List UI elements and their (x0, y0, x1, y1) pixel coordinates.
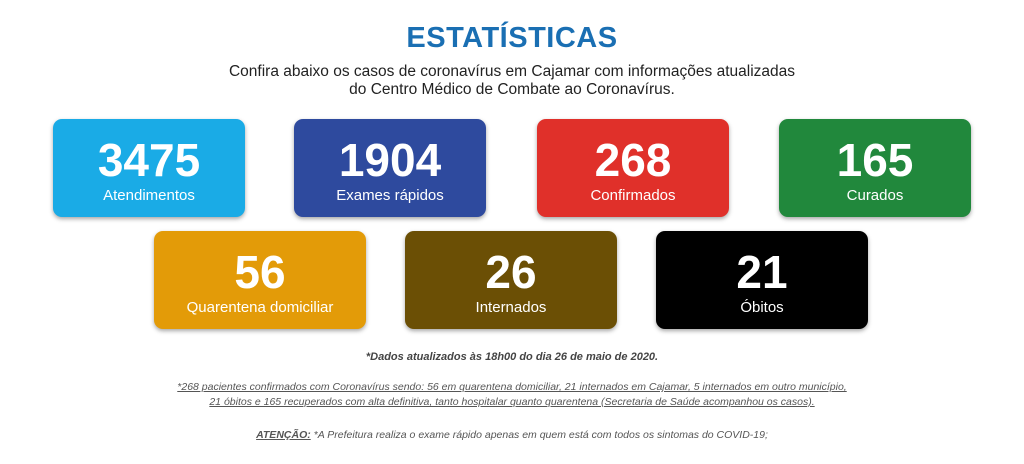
warning-text: *A Prefeitura realiza o exame rápido ape… (310, 429, 768, 441)
stat-label: Exames rápidos (336, 187, 444, 204)
stat-label: Internados (475, 299, 547, 316)
stat-card-curados: 165 Curados (779, 119, 971, 217)
stat-value: 165 (836, 134, 914, 186)
stat-value: 21 (736, 246, 788, 298)
page-subtitle: Confira abaixo os casos de coronavírus e… (0, 63, 1024, 99)
footnote-line-1: *268 pacientes confirmados com Coronavír… (177, 381, 847, 393)
stat-value: 268 (594, 134, 672, 186)
footnote: *268 pacientes confirmados com Coronavír… (0, 380, 1024, 410)
stat-value: 1904 (338, 134, 442, 186)
stat-card-obitos: 21 Óbitos (656, 231, 868, 329)
subtitle-line-1: Confira abaixo os casos de coronavírus e… (228, 63, 795, 80)
subtitle-line-2: do Centro Médico de Combate ao Coronavír… (349, 81, 675, 98)
stat-value: 56 (234, 246, 286, 298)
warning-label: ATENÇÃO: (256, 429, 311, 441)
stat-label: Curados (846, 187, 904, 204)
stat-label: Confirmados (590, 187, 676, 204)
stat-card-confirmados: 268 Confirmados (537, 119, 729, 217)
stat-value: 26 (485, 246, 537, 298)
stat-card-atendimentos: 3475 Atendimentos (53, 119, 245, 217)
footnote-line-2: 21 óbitos e 165 recuperados com alta def… (209, 396, 815, 408)
warning-note: ATENÇÃO: *A Prefeitura realiza o exame r… (0, 429, 1024, 441)
stat-label: Atendimentos (103, 187, 195, 204)
page-title: ESTATÍSTICAS (406, 22, 618, 54)
stat-label: Quarentena domiciliar (186, 299, 334, 316)
stat-value: 3475 (97, 134, 201, 186)
stat-card-exames-rapidos: 1904 Exames rápidos (294, 119, 486, 217)
stat-label: Óbitos (740, 299, 784, 316)
stat-card-internados: 26 Internados (405, 231, 617, 329)
stat-card-quarentena-domiciliar: 56 Quarentena domiciliar (154, 231, 366, 329)
update-note: *Dados atualizados às 18h00 do dia 26 de… (365, 351, 659, 363)
